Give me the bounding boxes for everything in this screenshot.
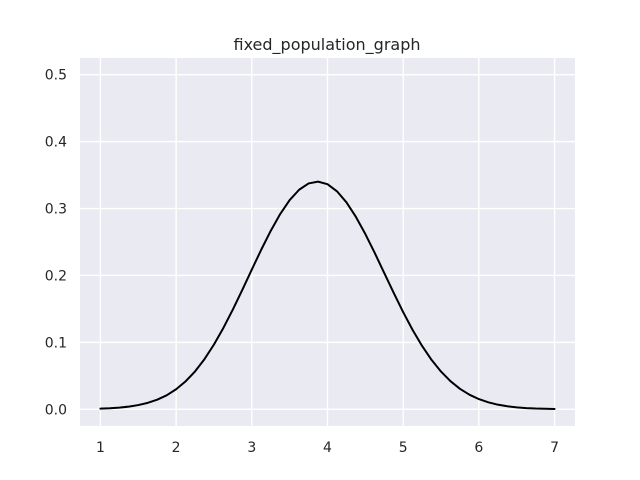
x-tick-label: 5 (399, 440, 408, 456)
x-tick-label: 6 (474, 440, 483, 456)
x-tick-label: 1 (96, 440, 105, 456)
y-tick-label: 0.1 (45, 335, 67, 351)
x-gridlines (99, 58, 556, 426)
x-tick-label: 4 (323, 440, 332, 456)
series-line (99, 180, 556, 411)
x-tick-label: 3 (247, 440, 256, 456)
y-tick-label: 0.2 (45, 268, 67, 284)
y-tick-labels: 0.0 0.1 0.2 0.3 0.4 0.5 (45, 68, 67, 419)
x-tick-labels: 1 2 3 4 5 6 7 (96, 440, 559, 456)
x-tick-label: 2 (172, 440, 181, 456)
y-tick-label: 0.0 (45, 402, 67, 418)
y-gridlines (80, 74, 575, 410)
chart-title: fixed_population_graph (233, 35, 420, 55)
y-tick-label: 0.5 (45, 68, 67, 84)
x-tick-label: 7 (550, 440, 559, 456)
y-tick-label: 0.3 (45, 202, 67, 218)
y-tick-label: 0.4 (45, 135, 67, 151)
